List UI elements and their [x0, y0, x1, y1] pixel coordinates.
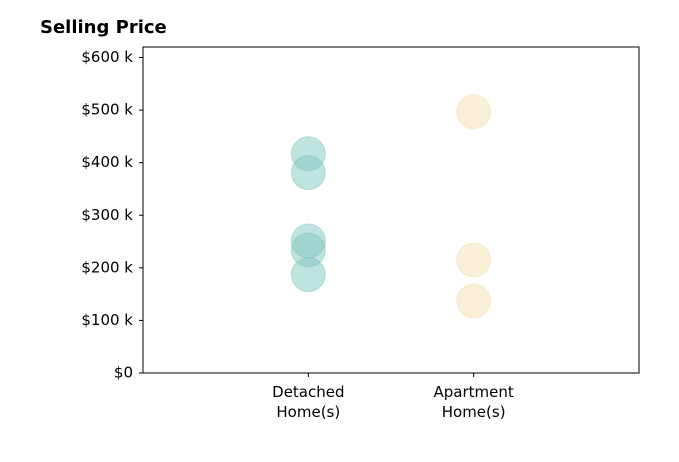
y-tick-label: $500 k [81, 101, 133, 119]
point [290, 257, 326, 293]
point [456, 283, 492, 319]
y-tick-label: $300 k [81, 206, 133, 224]
y-tick-label: $200 k [81, 258, 133, 276]
point [456, 94, 492, 130]
y-tick-label: $400 k [81, 153, 133, 171]
y-tick-label: $100 k [81, 311, 133, 329]
plot-frame [142, 46, 640, 374]
point [290, 155, 326, 191]
x-tick-label: Detached Home(s) [272, 383, 345, 421]
y-tick-label: $600 k [81, 48, 133, 66]
x-tick-label: Apartment Home(s) [433, 383, 514, 421]
point [456, 242, 492, 278]
y-tick-label: $0 [114, 364, 133, 382]
chart-title: Selling Price [40, 17, 167, 38]
